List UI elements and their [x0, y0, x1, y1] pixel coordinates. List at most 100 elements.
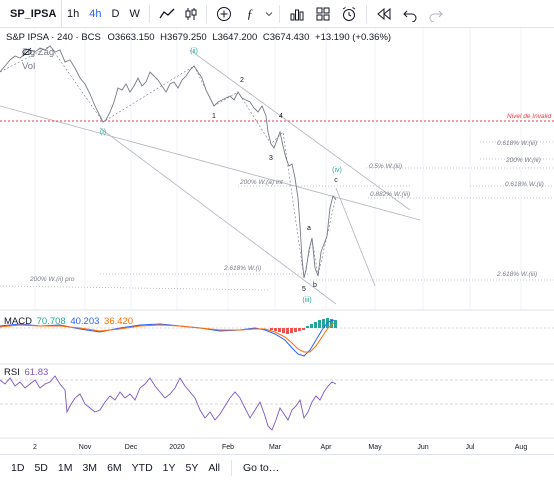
fib-label: 200% W.(iii): [505, 157, 541, 164]
zigzag-legend[interactable]: Zig Zag: [22, 47, 67, 58]
interval-w[interactable]: W: [129, 7, 140, 20]
time-axis-label: Aug: [515, 444, 528, 451]
legend-title: S&P IPSA · 240 · BCS: [6, 32, 101, 43]
macd-hist-bar: [318, 320, 321, 328]
alert-icon[interactable]: [336, 0, 362, 28]
goto-button[interactable]: Go to…: [243, 461, 280, 474]
range-5y[interactable]: 5Y: [185, 461, 199, 474]
time-axis-label: 2020: [169, 444, 185, 451]
time-axis-label: Nov: [79, 444, 92, 451]
high-value: 3679.250: [167, 32, 207, 43]
vol-legend[interactable]: Vol: [22, 61, 36, 72]
eye-off-icon[interactable]: [22, 47, 67, 57]
macd-signal-line: [0, 322, 335, 353]
macd-hist-bar: [278, 328, 281, 332]
trend-lines: [0, 49, 421, 305]
interval-d[interactable]: D: [111, 7, 120, 20]
fib-label: 0.618% W.(iii): [497, 140, 537, 147]
time-axis-label: Apr: [321, 444, 333, 451]
fib-label: 200% W.(a) int: [239, 179, 284, 186]
macd-hist-bar: [298, 328, 301, 331]
interval-4h[interactable]: 4h: [89, 7, 102, 20]
trend-line: [99, 127, 337, 305]
macd-line-value: 40.203: [70, 316, 100, 327]
close-value: 3674.430: [269, 32, 310, 43]
templates-icon[interactable]: [310, 0, 336, 28]
top-toolbar: SP_IPSA 1h 4h D W ƒ: [0, 0, 554, 28]
fib-label: 0.5% W.(iii): [369, 163, 402, 170]
interval-1h[interactable]: 1h: [67, 7, 80, 20]
range-3m[interactable]: 3M: [82, 461, 98, 474]
symbol-search[interactable]: SP_IPSA: [0, 0, 62, 28]
function-icon[interactable]: ƒ: [246, 5, 254, 21]
invalidation-label: Nivel de Invalid: [507, 113, 551, 120]
trend-line: [189, 49, 411, 211]
range-ytd[interactable]: YTD: [131, 461, 153, 474]
chart-area[interactable]: (ii) (i) (iii) (iv) 1 2 3 4 5 a b c Nive…: [0, 28, 554, 454]
time-axis-label: 2: [33, 444, 37, 451]
symbol-legend: S&P IPSA · 240 · BCS O3663.150 H3679.250…: [6, 32, 391, 43]
fib-label: 0.882% W.(iii): [370, 191, 410, 198]
macd-hist-bar: [322, 319, 325, 328]
range-6m[interactable]: 6M: [107, 461, 122, 474]
trend-line: [0, 105, 421, 221]
chevron-down-icon[interactable]: [263, 0, 275, 28]
replay-icon[interactable]: [371, 0, 397, 28]
chart-canvas[interactable]: (ii) (i) (iii) (iv) 1 2 3 4 5 a b c Nive…: [0, 28, 554, 454]
wave-label-iv: (iv): [332, 167, 342, 174]
low-label: L: [212, 32, 218, 43]
wave-label-iii: (iii): [302, 297, 311, 304]
range-1m[interactable]: 1M: [57, 461, 73, 474]
toolbar-divider: [205, 4, 207, 23]
wave-label-c: c: [334, 177, 338, 184]
range-1d[interactable]: 1D: [11, 461, 25, 474]
wave-label-4: 4: [279, 113, 283, 120]
range-bar: 1D 5D 1M 3M 6M YTD 1Y 5Y All Go to…: [0, 454, 554, 480]
range-1y[interactable]: 1Y: [162, 461, 176, 474]
add-indicator-icon[interactable]: [211, 0, 237, 28]
toolbar-divider: [365, 4, 367, 23]
high-label: H: [160, 32, 168, 43]
macd-hist-bar: [290, 328, 293, 333]
fib-lines: [100, 141, 554, 281]
time-axis-label: Dec: [125, 444, 138, 451]
macd-label: MACD: [4, 316, 32, 327]
projection-line: [335, 187, 376, 287]
range-all[interactable]: All: [208, 461, 221, 474]
macd-hist-bar: [306, 326, 309, 328]
undo-icon[interactable]: [397, 0, 423, 28]
macd-hist-bar: [274, 328, 277, 331]
rsi-series: [0, 375, 337, 431]
macd-hist-bar: [330, 319, 333, 328]
rsi-legend[interactable]: RSI 61.83: [4, 367, 48, 378]
range-5d[interactable]: 5D: [34, 461, 48, 474]
low-value: 3647.200: [217, 32, 258, 43]
candles-icon[interactable]: [180, 0, 202, 28]
macd-legend[interactable]: MACD 70.708 40.203 36.420: [4, 316, 133, 327]
wave-label-b: b: [313, 282, 317, 289]
bars-icon[interactable]: [284, 0, 310, 28]
macd-hist-bar: [334, 320, 337, 328]
time-axis: 2 Nov Dec 2020 Feb Mar Apr May Jun Jul Aug: [33, 444, 527, 451]
trend-line: [0, 285, 271, 291]
rsi-label: RSI: [4, 367, 20, 378]
rsi-value: 61.83: [24, 367, 49, 378]
line-tool-icon[interactable]: [154, 0, 180, 28]
toolbar-divider: [278, 4, 280, 23]
time-axis-label: Mar: [269, 444, 282, 451]
open-value: 3663.150: [114, 32, 155, 43]
zigzag-series: [0, 45, 337, 279]
wave-label-1: 1: [212, 113, 216, 120]
fib-label: 200% W.(ii) pro: [29, 276, 75, 283]
macd-hist-value: 70.708: [36, 316, 66, 327]
macd-hist-bar: [282, 328, 285, 333]
wave-label-5: 5: [302, 286, 306, 293]
time-axis-label: May: [368, 444, 382, 451]
macd-histogram: [270, 318, 337, 334]
macd-hist-bar: [294, 328, 297, 332]
wave-label-a: a: [307, 225, 311, 232]
close-label: C: [262, 32, 270, 43]
macd-hist-bar: [310, 324, 313, 328]
wave-label-2: 2: [240, 77, 244, 84]
redo-icon[interactable]: [423, 0, 449, 28]
